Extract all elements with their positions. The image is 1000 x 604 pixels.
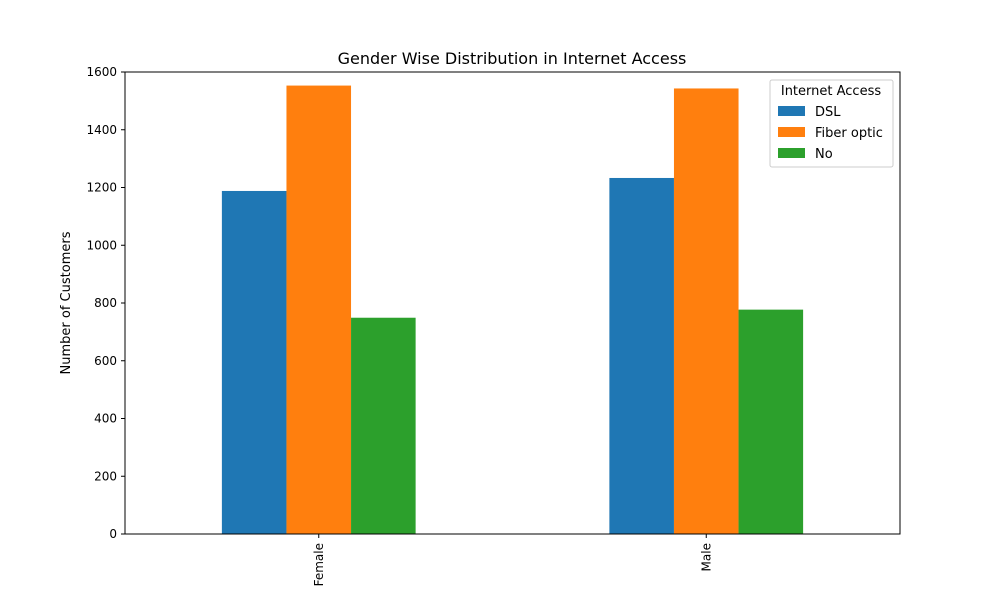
y-tick-label: 1400 [86, 123, 117, 137]
bar-dsl-female [221, 190, 287, 534]
y-tick-label: 0 [109, 527, 117, 541]
plot-area: 0 200 400 600 800 1000 1200 1400 1600 Female Male [86, 65, 901, 586]
y-tick-label: 800 [94, 296, 117, 310]
y-tick-label: 600 [94, 354, 117, 368]
x-tick-label: Male [699, 543, 713, 571]
legend-swatch-dsl [778, 106, 805, 116]
legend-title: Internet Access [781, 84, 881, 99]
bar-dsl-male [609, 177, 674, 534]
legend: Internet Access DSL Fiber optic No [769, 79, 894, 168]
legend-swatch-no [778, 148, 805, 158]
y-tick-label: 200 [94, 469, 117, 483]
bar-no-male [738, 309, 804, 534]
bar-fiber-optic-male [673, 88, 739, 535]
y-axis-label: Number of Customers [59, 231, 74, 374]
bar-no-female [351, 317, 416, 534]
y-tick-label: 1200 [86, 181, 117, 195]
legend-box [769, 79, 894, 168]
y-tick-label: 1600 [86, 65, 117, 79]
legend-label-no: No [815, 147, 833, 162]
y-tick-label: 1000 [86, 238, 117, 252]
y-tick-label: 400 [94, 412, 117, 426]
legend-label-fiber-optic: Fiber optic [815, 126, 883, 141]
legend-swatch-fiber-optic [778, 127, 805, 137]
x-tick-label: Female [312, 543, 326, 586]
chart-title: Gender Wise Distribution in Internet Acc… [338, 49, 687, 68]
bar-fiber-optic-female [286, 85, 352, 534]
legend-label-dsl: DSL [815, 105, 841, 120]
